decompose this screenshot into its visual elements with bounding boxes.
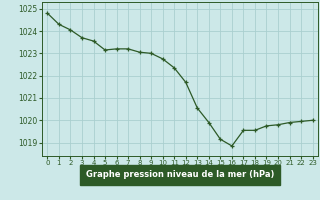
X-axis label: Graphe pression niveau de la mer (hPa): Graphe pression niveau de la mer (hPa) xyxy=(86,170,274,179)
